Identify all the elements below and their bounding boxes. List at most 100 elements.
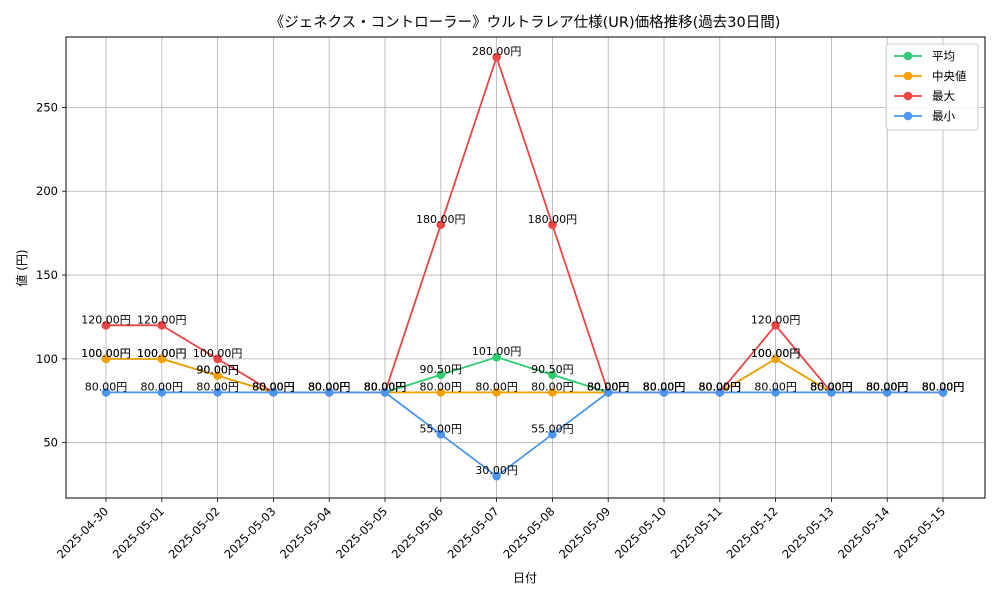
legend-marker [903,51,913,61]
data-labels: 100.00円 100.00円 90.00円 80.00円 80.00円 80.00円 90… [81,45,964,477]
data-label: 90.50円 [420,363,463,376]
data-point [882,388,892,397]
data-point [380,388,390,397]
data-label: 80.00円 [252,380,295,393]
x-axis-label: 日付 [513,571,537,585]
data-point [213,371,222,380]
data-label: 80.00円 [587,380,630,393]
data-point [436,388,446,397]
data-point [548,429,557,439]
data-point [269,388,278,397]
data-label: 55.00円 [531,422,574,435]
data-label: 120.00円 [751,313,801,326]
data-label: 80.00円 [922,380,965,393]
series-3 [101,388,948,481]
data-point [659,388,669,397]
data-label: 80.00円 [754,380,797,393]
data-point [492,352,501,362]
data-label: 80.00円 [364,380,407,393]
y-axis-label: 値 (円) [14,249,29,286]
data-label: 100.00円 [137,347,187,360]
data-point [548,370,557,380]
y-tick-label: 150 [36,268,58,282]
data-label: 80.00円 [475,380,518,393]
data-label: 120.00円 [137,313,187,326]
data-label: 120.00円 [81,313,131,326]
data-label: 180.00円 [528,213,578,226]
data-label: 80.00円 [810,380,853,393]
data-label: 80.00円 [364,380,407,393]
legend-label: 中央値 [932,69,967,83]
plot-frame [65,36,986,499]
data-label: 80.00円 [252,380,295,393]
data-point [157,321,167,330]
data-point [324,388,334,397]
data-label: 280.00円 [472,45,522,58]
series-line [106,391,943,478]
legend-item: 中央値 [894,69,967,83]
data-label: 55.00円 [420,422,463,435]
data-point [213,354,222,364]
data-label: 80.00円 [810,380,853,393]
data-point [492,471,501,481]
data-label: 80.00円 [922,380,965,393]
data-point [436,220,446,230]
data-label: 90.50円 [531,363,574,376]
data-label: 80.00円 [699,380,742,393]
data-point [938,388,948,397]
data-label: 80.00円 [922,380,965,393]
data-label: 80.00円 [866,380,909,393]
data-label: 80.00円 [699,380,742,393]
legend-item: 最小 [894,109,955,123]
legend-item: 最大 [894,89,955,103]
y-tick-label: 50 [43,436,58,450]
data-label: 80.00円 [643,380,686,393]
data-label: 80.00円 [252,380,295,393]
data-label: 101.00円 [472,345,522,358]
data-point [827,388,836,397]
data-point [101,321,111,330]
data-label: 80.00円 [252,380,295,393]
data-label: 80.00円 [587,380,630,393]
data-label: 100.00円 [81,347,131,360]
data-label: 80.00円 [699,380,742,393]
data-label: 80.00円 [420,380,463,393]
data-label: 80.00円 [810,380,853,393]
legend-marker [903,71,913,81]
data-label: 80.00円 [196,380,239,393]
series-line [106,56,943,394]
data-point [492,52,501,62]
data-label: 80.00円 [643,380,686,393]
data-label: 80.00円 [587,380,630,393]
data-point [603,388,613,397]
data-label: 80.00円 [643,380,686,393]
data-point [771,354,780,364]
data-point [492,388,501,397]
data-point [157,354,167,364]
data-label: 100.00円 [751,347,801,360]
data-point [101,388,111,397]
data-label: 80.00円 [141,380,184,393]
data-label: 80.00円 [922,380,965,393]
data-label: 80.00円 [364,380,407,393]
data-point [101,354,111,364]
data-point [548,220,557,230]
data-label: 90.00円 [196,364,239,377]
data-label: 100.00円 [193,347,243,360]
data-label: 100.00円 [137,347,187,360]
data-label: 80.00円 [308,380,351,393]
data-point [715,388,725,397]
data-point [213,388,222,397]
data-label: 80.00円 [85,380,128,393]
data-point [436,370,446,380]
legend-box [885,43,979,131]
data-label: 100.00円 [81,347,131,360]
series-line [106,357,943,394]
data-label: 80.00円 [308,380,351,393]
legend-label: 最大 [932,89,955,103]
legend-marker [903,111,913,121]
